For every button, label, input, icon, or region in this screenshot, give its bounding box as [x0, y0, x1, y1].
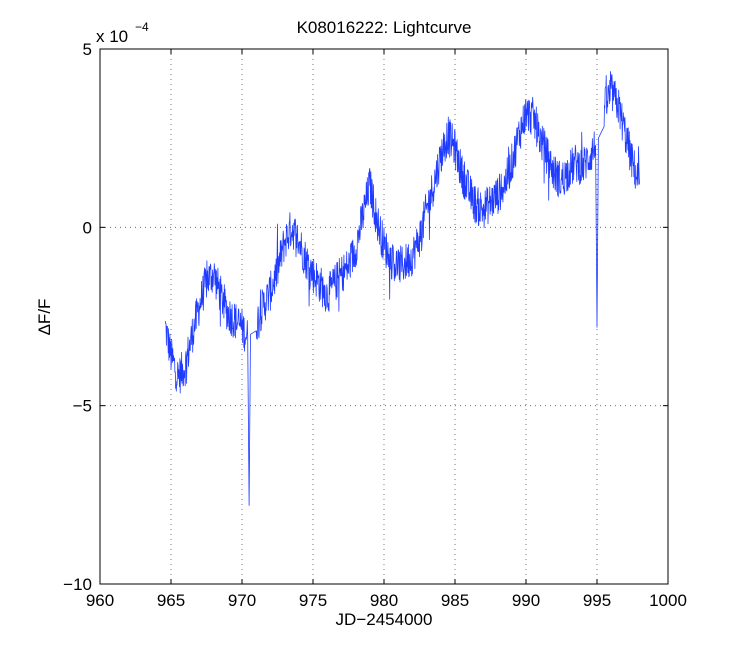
y-tick-label: 0 [83, 218, 92, 237]
x-tick-label: 990 [512, 591, 540, 610]
x-tick-label: 995 [583, 591, 611, 610]
y-tick-label: 5 [83, 40, 92, 59]
plot-frame [99, 48, 669, 585]
tick-labels: 960 965 970 975 980 985 990 995 1000 −10 −5 0 5 [63, 40, 687, 610]
y-tick-label: −5 [73, 397, 92, 416]
grid-lines [100, 49, 668, 584]
x-tick-label: 960 [86, 591, 114, 610]
y-axis-label: ΔF/F [35, 299, 54, 336]
series-group [164, 71, 640, 506]
series-line [164, 71, 640, 506]
x-tick-label: 965 [157, 591, 185, 610]
x-axis-label: JD−2454000 [336, 610, 433, 629]
x-tick-label: 975 [299, 591, 327, 610]
x-tick-label: 1000 [649, 591, 687, 610]
y-tick-label: −10 [63, 575, 92, 594]
x-tick-label: 980 [370, 591, 398, 610]
chart-title: K08016222: Lightcurve [297, 18, 472, 37]
x-tick-label: 970 [228, 591, 256, 610]
y-exponent-label: x 10 [96, 27, 128, 46]
x-tick-label: 985 [441, 591, 469, 610]
y-exponent-power: −4 [135, 20, 149, 34]
